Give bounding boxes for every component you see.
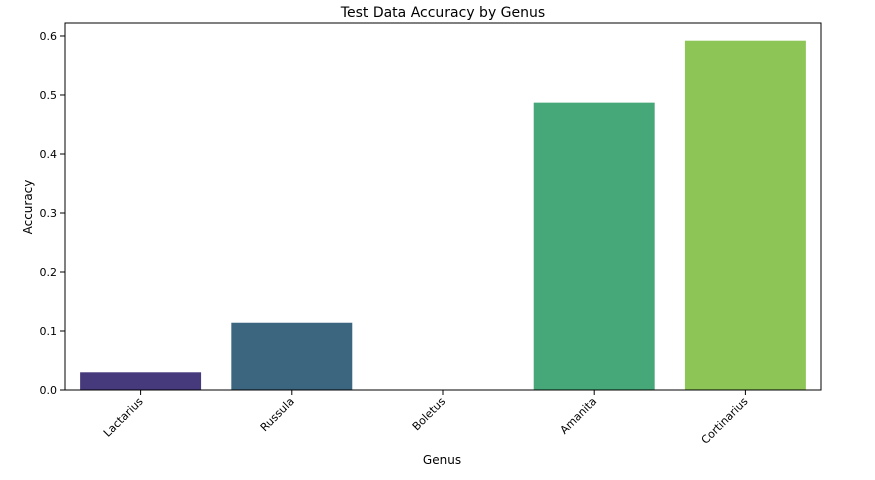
bar-cortinarius — [684, 40, 806, 391]
x-tick-label-cortinarius: Cortinarius — [699, 395, 751, 447]
x-tick-label-amanita: Amanita — [558, 395, 600, 437]
x-axis: Lactarius Russula Boletus Amanita Cortinariu… — [101, 390, 751, 447]
x-tick-label-lactarius: Lactarius — [101, 395, 146, 440]
y-tick-label: 0.3 — [40, 207, 58, 220]
bars-group — [80, 40, 806, 391]
y-tick-label: 0.5 — [40, 89, 58, 102]
bar-russula — [231, 322, 353, 390]
y-tick-label: 0.0 — [40, 384, 58, 397]
x-axis-label: Genus — [423, 453, 461, 467]
y-tick-label: 0.4 — [40, 148, 58, 161]
chart-title: Test Data Accuracy by Genus — [340, 5, 545, 21]
y-tick-label: 0.1 — [40, 325, 58, 338]
y-axis: 0.0 0.1 0.2 0.3 0.4 0.5 0.6 — [40, 30, 65, 397]
y-tick-label: 0.2 — [40, 266, 58, 279]
bar-amanita — [533, 102, 655, 390]
x-tick-label-boletus: Boletus — [410, 395, 448, 433]
bar-lactarius — [80, 372, 202, 390]
x-tick-label-russula: Russula — [258, 395, 297, 434]
plot-frame — [64, 22, 822, 391]
y-tick-label: 0.6 — [40, 30, 58, 43]
y-axis-label: Accuracy — [21, 180, 35, 235]
